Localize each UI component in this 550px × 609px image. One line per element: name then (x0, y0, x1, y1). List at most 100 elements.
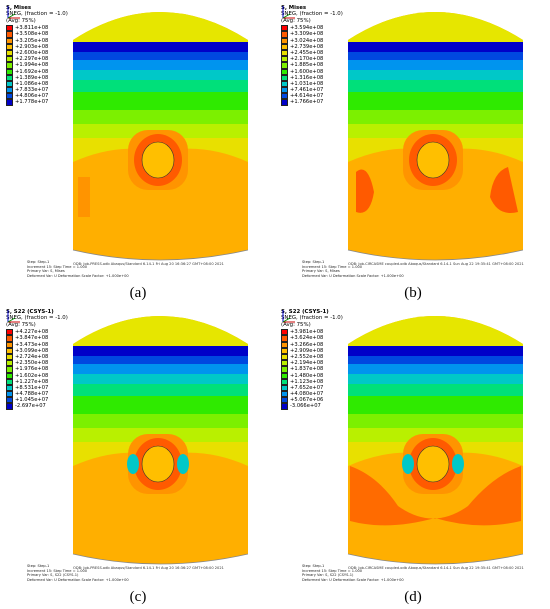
legend-value: +3.309e+08 (290, 31, 324, 38)
legend-value: +1.031e+08 (290, 80, 324, 87)
caption-b: (b) (404, 285, 422, 301)
legend-title: S, Mises (6, 5, 32, 11)
legend-swatch (281, 391, 288, 398)
legend-swatch (281, 341, 288, 348)
legend-swatch (281, 360, 288, 367)
legend-swatch (6, 49, 13, 57)
legend-swatch (281, 372, 288, 379)
legend-swatch (6, 391, 13, 398)
legend-color-bar (281, 329, 288, 410)
legend-swatch (281, 68, 288, 75)
legend-value: +2.455e+08 (290, 49, 324, 56)
legend-swatch (281, 43, 288, 50)
legend-swatch (281, 93, 288, 100)
legend-swatch (281, 366, 288, 373)
legend-color-bar (6, 329, 13, 410)
legend-d: S, S22 (CSYS-1) SNEG, (fraction = -1.0) … (281, 309, 381, 410)
step-info: Step: Step-1 Increment 15: Step Time = 1… (302, 564, 404, 582)
legend-subtitle: SNEG, (fraction = -1.0) (281, 11, 343, 18)
legend-swatch (6, 397, 13, 404)
legend-swatch (281, 99, 288, 106)
legend-swatch (281, 80, 288, 88)
legend-value: +1.692e+08 (15, 68, 49, 75)
legend-swatch (281, 329, 288, 336)
panel-d: S, S22 (CSYS-1) SNEG, (fraction = -1.0) … (278, 306, 548, 606)
odb-info: ODB: Job-PRESS.odb Abaqus/Standard 6.14-… (73, 566, 224, 570)
legend-value: +2.600e+08 (15, 49, 49, 56)
legend-title: S, S22 (CSYS-1) (281, 309, 329, 315)
panel-c: S, S22 (CSYS-1) SNEG, (fraction = -1.0) … (3, 306, 273, 606)
legend-value: +2.194e+08 (290, 360, 324, 367)
legend-value: +2.350e+08 (15, 360, 49, 367)
legend-swatch (6, 353, 13, 361)
legend-value: +2.297e+08 (15, 56, 49, 63)
step-info: Step: Step-1 Increment 15: Step Time = 1… (302, 260, 404, 278)
legend-value: +1.389e+08 (15, 74, 49, 81)
legend-value: +1.227e+08 (15, 378, 49, 385)
legend-value: +4.788e+07 (15, 391, 49, 398)
legend-swatch (281, 403, 288, 410)
legend-value: +1.602e+08 (15, 372, 49, 379)
legend-value: +3.205e+08 (15, 37, 49, 44)
legend-swatch (6, 56, 13, 63)
panel-b: S, Mises SNEG, (fraction = -1.0) (Avg: 7… (278, 2, 548, 302)
legend-swatch (6, 360, 13, 367)
legend-values: +4.227e+08 +3.847e+08 +3.473e+08 +3.099e+08… (15, 329, 48, 409)
legend-subtitle: SNEG, (fraction = -1.0) (6, 315, 68, 322)
legend-value: +2.909e+08 (290, 347, 324, 354)
legend-swatch (6, 384, 13, 392)
legend-swatch (281, 378, 288, 385)
legend-avg: (Avg: 75%) (281, 17, 311, 24)
legend-value: +1.045e+07 (15, 397, 49, 404)
vessel-plot-b (347, 12, 524, 261)
legend-value: +3.024e+08 (290, 37, 324, 44)
legend-c: S, S22 (CSYS-1) SNEG, (fraction = -1.0) … (6, 309, 106, 410)
legend-b: S, Mises SNEG, (fraction = -1.0) (Avg: 7… (281, 5, 381, 106)
legend-swatch (6, 403, 13, 410)
legend-swatch (281, 335, 288, 342)
legend-swatch (6, 80, 13, 88)
legend-values: +3.981e+08 +3.624e+08 +3.266e+08 +2.909e+08… (290, 329, 323, 409)
legend-value: +4.806e+07 (15, 93, 49, 100)
legend-swatch (6, 93, 13, 100)
vessel-plot-c (72, 316, 249, 565)
legend-avg: (Avg: 75%) (6, 321, 36, 328)
legend-value: +3.266e+08 (290, 341, 324, 348)
axis-triad-icon (7, 6, 20, 19)
legend-swatch (281, 87, 288, 94)
legend-swatch (281, 37, 288, 44)
legend-value: +3.981e+08 (290, 329, 324, 336)
caption-a: (a) (129, 285, 147, 301)
panel-a: S, Mises SNEG, (fraction = -1.0) (Avg: 7… (3, 2, 273, 302)
legend-value: +7.833e+07 (15, 87, 49, 94)
axis-triad-icon (7, 310, 20, 323)
odb-info: ODB: Job-CIRCASME coupled.odb Abaqus/Sta… (348, 262, 524, 266)
legend-value: +2.552e+08 (290, 353, 324, 360)
legend-avg: (Avg: 75%) (6, 17, 36, 24)
legend-value: +1.885e+08 (290, 62, 324, 69)
legend-value: +3.594e+08 (290, 25, 324, 32)
legend-swatch (6, 378, 13, 385)
odb-info: ODB: Job-PRESS.odb Abaqus/Standard 6.14-… (73, 262, 224, 266)
legend-swatch (281, 62, 288, 69)
legend-value: +1.976e+08 (15, 366, 49, 373)
legend-swatch (6, 372, 13, 379)
legend-value: +1.123e+08 (290, 378, 324, 385)
legend-swatch (281, 56, 288, 63)
axis-triad-icon (282, 310, 295, 323)
legend-swatch (6, 62, 13, 69)
legend-swatch (281, 397, 288, 404)
legend-value: +3.624e+08 (290, 335, 324, 342)
legend-title: S, Mises (281, 5, 307, 11)
legend-value: +3.508e+08 (15, 31, 49, 38)
legend-subtitle: SNEG, (fraction = -1.0) (281, 315, 343, 322)
legend-value: -2.697e+07 (15, 403, 46, 410)
vessel-plot-a (72, 12, 249, 261)
caption-c: (c) (129, 589, 147, 605)
caption-d: (d) (404, 589, 422, 605)
legend-swatch (281, 384, 288, 392)
legend-swatch (6, 37, 13, 44)
legend-value: +1.994e+08 (15, 62, 49, 69)
legend-value: +3.099e+08 (15, 347, 49, 354)
legend-value: +2.724e+08 (15, 353, 49, 360)
